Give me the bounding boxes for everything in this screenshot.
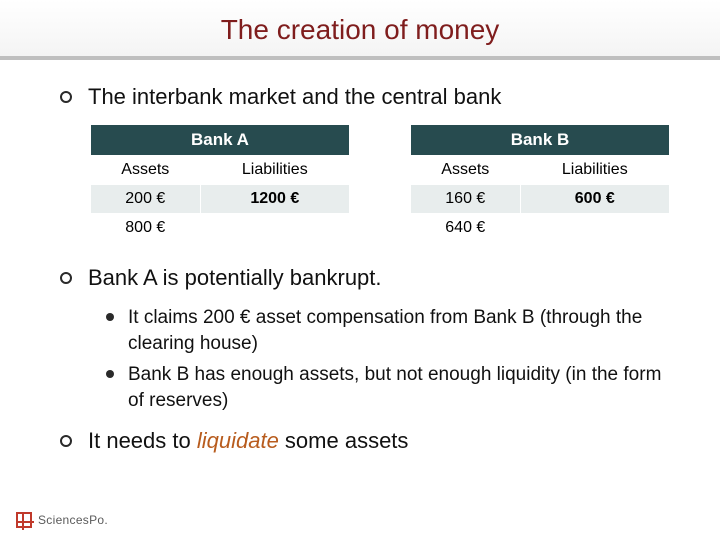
col-liabilities: Liabilities (520, 156, 669, 185)
slide-content: The interbank market and the central ban… (0, 60, 720, 454)
text-prefix: It needs to (88, 428, 197, 453)
col-assets: Assets (91, 156, 201, 185)
text-suffix: some assets (279, 428, 409, 453)
ring-icon (60, 91, 72, 103)
text-emph: liquidate (197, 428, 279, 453)
bullet-lvl1: Bank A is potentially bankrupt. (60, 265, 680, 291)
bank-a-header: Bank A (91, 125, 350, 156)
cell: 640 € (411, 214, 521, 243)
bullet-lvl1: The interbank market and the central ban… (60, 84, 680, 110)
bullet-text: Bank A is potentially bankrupt. (88, 265, 382, 291)
cell: 1200 € (200, 185, 349, 214)
logo-icon (16, 512, 32, 528)
slide-title: The creation of money (0, 14, 720, 46)
cell: 200 € (91, 185, 201, 214)
bank-b-header: Bank B (411, 125, 670, 156)
bullet-text: Bank B has enough assets, but not enough… (128, 362, 680, 413)
bullet-text: It claims 200 € asset compensation from … (128, 305, 680, 356)
cell: 160 € (411, 185, 521, 214)
col-liabilities: Liabilities (200, 156, 349, 185)
ring-icon (60, 435, 72, 447)
tables-row: Bank A Assets Liabilities 200 € 1200 € 8… (90, 124, 680, 243)
bank-b-table: Bank B Assets Liabilities 160 € 600 € 64… (410, 124, 670, 243)
bullet-text: It needs to liquidate some assets (88, 428, 408, 454)
bullet-lvl1: It needs to liquidate some assets (60, 428, 680, 454)
footer-logo: SciencesPo. (16, 512, 108, 528)
bullet-lvl2: It claims 200 € asset compensation from … (106, 305, 680, 356)
dot-icon (106, 370, 114, 378)
col-assets: Assets (411, 156, 521, 185)
sub-list: It claims 200 € asset compensation from … (106, 305, 680, 414)
bank-a-table: Bank A Assets Liabilities 200 € 1200 € 8… (90, 124, 350, 243)
cell: 800 € (91, 214, 201, 243)
cell (520, 214, 669, 243)
logo-text: SciencesPo. (38, 513, 108, 527)
title-bar: The creation of money (0, 0, 720, 60)
ring-icon (60, 272, 72, 284)
cell (200, 214, 349, 243)
bullet-lvl2: Bank B has enough assets, but not enough… (106, 362, 680, 413)
dot-icon (106, 313, 114, 321)
cell: 600 € (520, 185, 669, 214)
bullet-text: The interbank market and the central ban… (88, 84, 501, 110)
